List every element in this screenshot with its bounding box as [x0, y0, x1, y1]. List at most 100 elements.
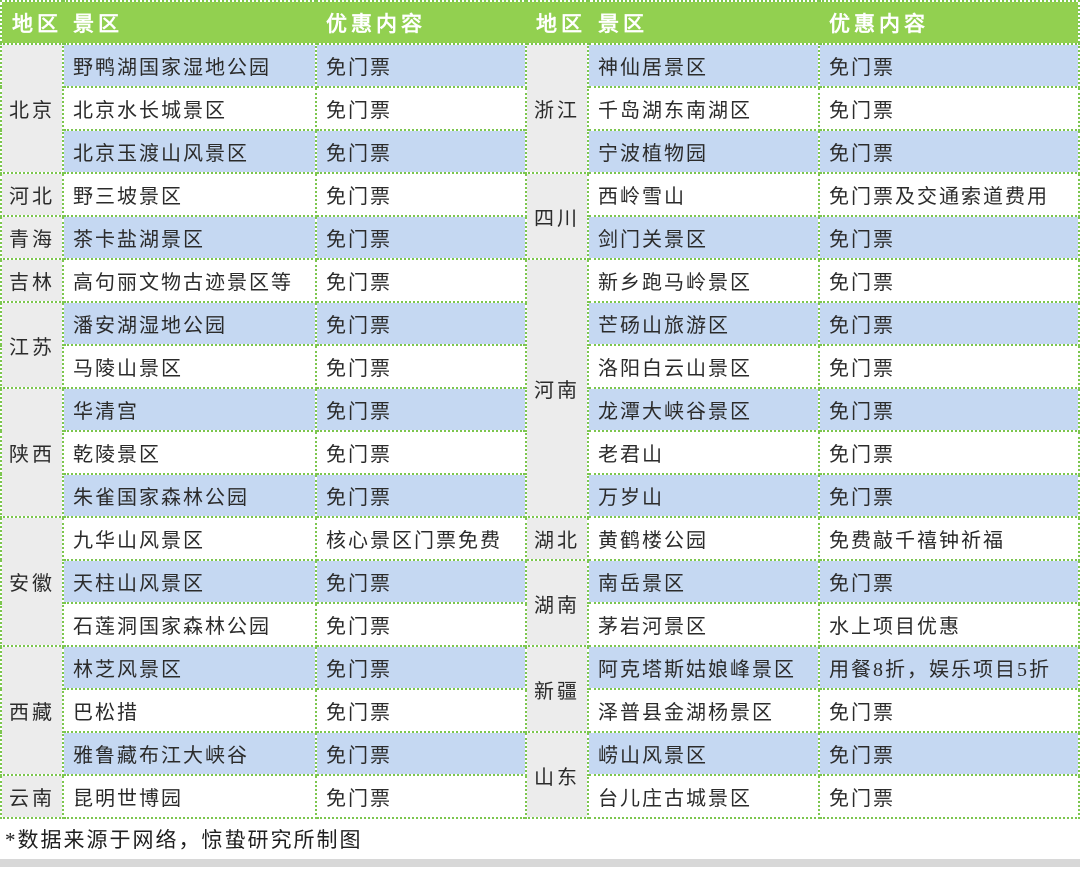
scenic-area-cell: 马陵山景区 [62, 344, 317, 389]
scenic-area-cell: 石莲洞国家森林公园 [62, 602, 317, 647]
discount-cell: 免费敲千禧钟祈福 [818, 516, 1080, 561]
table-row: 天柱山风景区 免门票 湖南 南岳景区 免门票 [1, 559, 1080, 647]
table-row: 河北 野三坡景区 免门票 四川 西岭雪山 免门票及交通索道费用 [0, 172, 1080, 260]
region-cell: 河南 [525, 258, 589, 518]
region-cell: 新疆 [525, 645, 589, 733]
scenic-area-cell: 北京水长城景区 [62, 86, 317, 131]
discount-cell: 水上项目优惠 [818, 602, 1080, 647]
discount-cell: 免门票 [818, 688, 1080, 733]
discount-cell: 免门票 [818, 387, 1080, 432]
region-cell: 湖南 [525, 559, 589, 647]
table-row: 北京水长城景区 免门票 千岛湖东南湖区 免门票 [1, 86, 1080, 131]
discount-table: 地区 景区 优惠内容 地区 景区 优惠内容 北京 野鸭湖国家湿地公园 免门票 浙江 神仙… [0, 0, 1080, 819]
column-header-discount-right: 优惠内容 [819, 1, 1079, 44]
discount-cell: 免门票 [315, 688, 527, 733]
bottom-strip [0, 859, 1080, 867]
discount-cell: 免门票 [315, 129, 527, 174]
footnote: *数据来源于网络，惊蛰研究所制图 [0, 819, 1080, 859]
discount-cell: 免门票 [315, 215, 527, 260]
table-row: 朱雀国家森林公园 免门票 万岁山 免门票 [1, 473, 1080, 518]
scenic-area-cell: 野鸭湖国家湿地公园 [62, 43, 317, 88]
table-body: 北京 野鸭湖国家湿地公园 免门票 浙江 神仙居景区 免门票 北京水长城景区 免门票 千岛湖东南湖… [0, 43, 1080, 819]
scenic-area-cell: 阿克塔斯姑娘峰景区 [587, 645, 820, 690]
discount-cell: 免门票 [315, 387, 527, 432]
scenic-area-cell: 泽普县金湖杨景区 [587, 688, 820, 733]
discount-cell: 免门票 [818, 731, 1080, 776]
table-row: 云南 昆明世博园 免门票 台儿庄古城景区 免门票 [0, 774, 1080, 819]
discount-cell: 免门票 [315, 43, 527, 88]
scenic-area-cell: 林芝风景区 [62, 645, 317, 690]
column-header-region-right: 地区 [526, 1, 588, 44]
table-row: 安徽 九华山风景区 核心景区门票免费 湖北 黄鹤楼公园 免费敲千禧钟祈福 [0, 516, 1080, 647]
scenic-area-cell: 天柱山风景区 [62, 559, 317, 604]
discount-cell: 免门票 [315, 559, 527, 604]
discount-cell: 免门票 [315, 344, 527, 389]
scenic-area-cell: 雅鲁藏布江大峡谷 [62, 731, 317, 776]
scenic-area-cell: 巴松措 [62, 688, 317, 733]
region-cell: 安徽 [0, 516, 64, 647]
scenic-area-cell: 台儿庄古城景区 [587, 774, 820, 819]
table-row: 乾陵景区 免门票 老君山 免门票 [1, 430, 1080, 475]
table-row: 马陵山景区 免门票 洛阳白云山景区 免门票 [1, 344, 1080, 389]
column-header-scenic-right: 景区 [588, 1, 819, 44]
discount-cell: 免门票 [818, 473, 1080, 518]
scenic-area-cell: 神仙居景区 [587, 43, 820, 88]
discount-cell: 免门票 [315, 172, 527, 217]
discount-cell: 免门票 [315, 473, 527, 518]
discount-cell: 免门票 [315, 301, 527, 346]
discount-cell: 免门票 [818, 344, 1080, 389]
scenic-area-cell: 宁波植物园 [587, 129, 820, 174]
scenic-area-cell: 昆明世博园 [62, 774, 317, 819]
scenic-area-cell: 茶卡盐湖景区 [62, 215, 317, 260]
region-cell: 北京 [0, 43, 64, 174]
header-row: 地区 景区 优惠内容 地区 景区 优惠内容 [1, 1, 1079, 44]
discount-cell: 免门票 [818, 43, 1080, 88]
discount-cell: 免门票 [818, 559, 1080, 604]
discount-cell: 免门票 [315, 258, 527, 303]
scenic-area-cell: 芒砀山旅游区 [587, 301, 820, 346]
table-row: 雅鲁藏布江大峡谷 免门票 山东 崂山风景区 免门票 [1, 731, 1080, 819]
column-header-region-left: 地区 [1, 1, 63, 44]
table-header: 地区 景区 优惠内容 地区 景区 优惠内容 [1, 1, 1079, 44]
region-cell: 浙江 [525, 43, 589, 174]
column-header-scenic-left: 景区 [63, 1, 316, 44]
region-cell: 云南 [0, 774, 64, 819]
scenic-area-cell: 北京玉渡山风景区 [62, 129, 317, 174]
scenic-area-cell: 崂山风景区 [587, 731, 820, 776]
table-row: 北京玉渡山风景区 免门票 宁波植物园 免门票 [1, 129, 1080, 174]
scenic-area-cell: 野三坡景区 [62, 172, 317, 217]
discount-cell: 免门票 [315, 731, 527, 776]
discount-cell: 免门票 [315, 774, 527, 819]
discount-cell: 用餐8折，娱乐项目5折 [818, 645, 1080, 690]
discount-cell: 免门票 [818, 301, 1080, 346]
discount-cell: 免门票 [818, 430, 1080, 475]
discount-cell: 免门票 [818, 129, 1080, 174]
table-row: 吉林 高句丽文物古迹景区等 免门票 河南 新乡跑马岭景区 免门票 [0, 258, 1080, 518]
region-cell: 山东 [525, 731, 589, 819]
scenic-area-cell: 潘安湖湿地公园 [62, 301, 317, 346]
table-row: 西藏 林芝风景区 免门票 新疆 阿克塔斯姑娘峰景区 用餐8折，娱乐项目5折 [0, 645, 1080, 776]
discount-cell: 免门票 [315, 602, 527, 647]
discount-cell: 免门票 [315, 430, 527, 475]
region-cell: 陕西 [0, 387, 64, 518]
scenic-area-cell: 龙潭大峡谷景区 [587, 387, 820, 432]
discount-cell: 免门票 [818, 774, 1080, 819]
scenic-area-cell: 黄鹤楼公园 [587, 516, 820, 561]
table-row: 青海 茶卡盐湖景区 免门票 剑门关景区 免门票 [0, 215, 1080, 260]
discount-cell: 核心景区门票免费 [315, 516, 527, 561]
scenic-area-cell: 茅岩河景区 [587, 602, 820, 647]
region-cell: 江苏 [0, 301, 64, 389]
table-row: 陕西 华清宫 免门票 龙潭大峡谷景区 免门票 [0, 387, 1080, 518]
region-cell: 湖北 [525, 516, 589, 561]
table-row: 巴松措 免门票 泽普县金湖杨景区 免门票 [1, 688, 1080, 733]
region-cell: 河北 [0, 172, 64, 217]
discount-cell: 免门票 [818, 86, 1080, 131]
table-row: 石莲洞国家森林公园 免门票 茅岩河景区 水上项目优惠 [1, 602, 1080, 647]
scenic-area-cell: 洛阳白云山景区 [587, 344, 820, 389]
scenic-area-cell: 千岛湖东南湖区 [587, 86, 820, 131]
discount-cell: 免门票 [818, 215, 1080, 260]
discount-cell: 免门票 [818, 258, 1080, 303]
discount-cell: 免门票及交通索道费用 [818, 172, 1080, 217]
scenic-area-cell: 南岳景区 [587, 559, 820, 604]
